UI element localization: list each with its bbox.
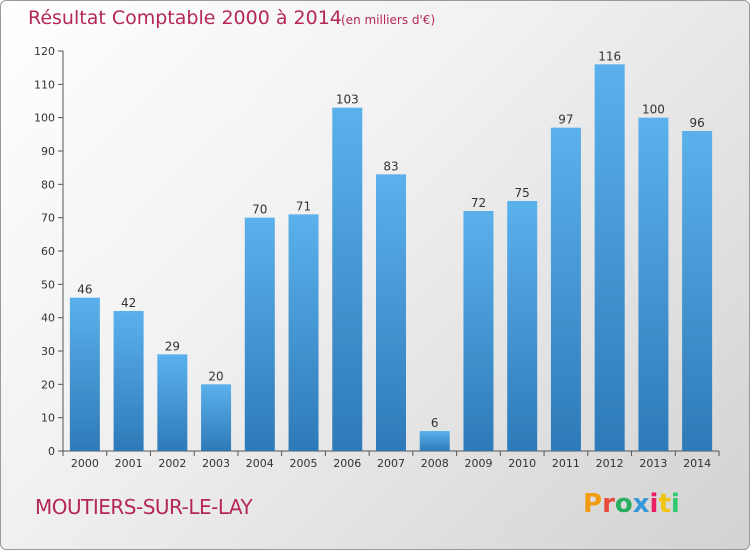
bar [244, 217, 275, 451]
chart-unit: (en milliers d'€) [341, 13, 436, 27]
labels: 2000 46 2001 42 2002 29 2003 20 2004 70 2005 71 2006… [71, 49, 711, 470]
x-tick-label: 2007 [377, 457, 405, 470]
y-tick-label: 120 [34, 45, 55, 58]
x-tick-label: 2012 [596, 457, 624, 470]
x-tick-label: 2013 [639, 457, 667, 470]
bar-value-label: 42 [121, 296, 136, 310]
bar [638, 117, 669, 452]
bar-value-label: 70 [252, 203, 267, 217]
logo-letter: o [614, 489, 633, 519]
y-tick-label: 20 [41, 378, 55, 391]
commune-name: MOUTIERS-SUR-LE-LAY [35, 495, 253, 519]
y-tick-label: 100 [34, 112, 55, 125]
bar [201, 384, 232, 451]
x-tick-label: 2003 [202, 457, 230, 470]
bar-value-label: 75 [515, 186, 530, 200]
bar-value-label: 29 [165, 339, 180, 353]
y-tick-label: 10 [41, 412, 55, 425]
x-tick-label: 2006 [333, 457, 361, 470]
x-tick-label: 2002 [158, 457, 186, 470]
y-tick-label: 90 [41, 145, 55, 158]
bar-value-label: 72 [471, 196, 486, 210]
bar [157, 354, 188, 451]
y-tick-label: 30 [41, 345, 55, 358]
y-tick-label: 70 [41, 212, 55, 225]
logo-letter: P [583, 489, 603, 519]
bar [376, 174, 406, 452]
y-tick-label: 110 [34, 78, 55, 91]
bar-value-label: 103 [336, 93, 359, 107]
bar-value-label: 116 [598, 49, 621, 63]
chart-title: Résultat Comptable 2000 à 2014 [28, 7, 342, 29]
y-tick-label: 50 [41, 278, 55, 291]
bar [682, 131, 713, 451]
x-tick-label: 2004 [246, 457, 274, 470]
x-tick-label: 2001 [115, 457, 143, 470]
y-tick-label: 0 [48, 445, 55, 458]
bar-value-label: 97 [558, 113, 573, 127]
y-tick-label: 80 [41, 178, 55, 191]
bar-value-label: 96 [689, 116, 704, 130]
x-tick-label: 2000 [71, 457, 99, 470]
bar [419, 431, 450, 451]
logo-letter: i [670, 489, 680, 519]
bar-value-label: 20 [208, 369, 223, 383]
bar [69, 297, 100, 451]
x-tick-label: 2014 [683, 457, 711, 470]
bar [594, 64, 625, 452]
bar-value-label: 71 [296, 199, 311, 213]
bar [288, 214, 319, 451]
bar-value-label: 46 [77, 283, 92, 297]
logo-letter: x [632, 489, 650, 519]
logo-letter: i [649, 489, 659, 519]
x-tick-label: 2011 [552, 457, 580, 470]
proxiti-logo: Proxiti [583, 489, 680, 519]
bar [507, 201, 538, 451]
y-tick-label: 40 [41, 312, 55, 325]
bar-value-label: 6 [431, 416, 439, 430]
x-tick-label: 2008 [421, 457, 449, 470]
bar [113, 311, 144, 451]
bar-chart: 0 10 20 30 40 50 60 70 80 90 100 110 120 2000 46 2001 4… [34, 45, 720, 470]
bar-value-label: 100 [642, 103, 665, 117]
x-tick-label: 2010 [508, 457, 536, 470]
bar [332, 107, 363, 452]
bar-value-label: 83 [383, 159, 398, 173]
bar [550, 127, 581, 452]
logo-letter: t [658, 489, 671, 519]
bar [463, 211, 494, 451]
logo-letter: r [602, 489, 615, 519]
x-tick-label: 2009 [464, 457, 492, 470]
bars [69, 64, 713, 452]
y-tick-label: 60 [41, 245, 55, 258]
x-tick-label: 2005 [290, 457, 318, 470]
